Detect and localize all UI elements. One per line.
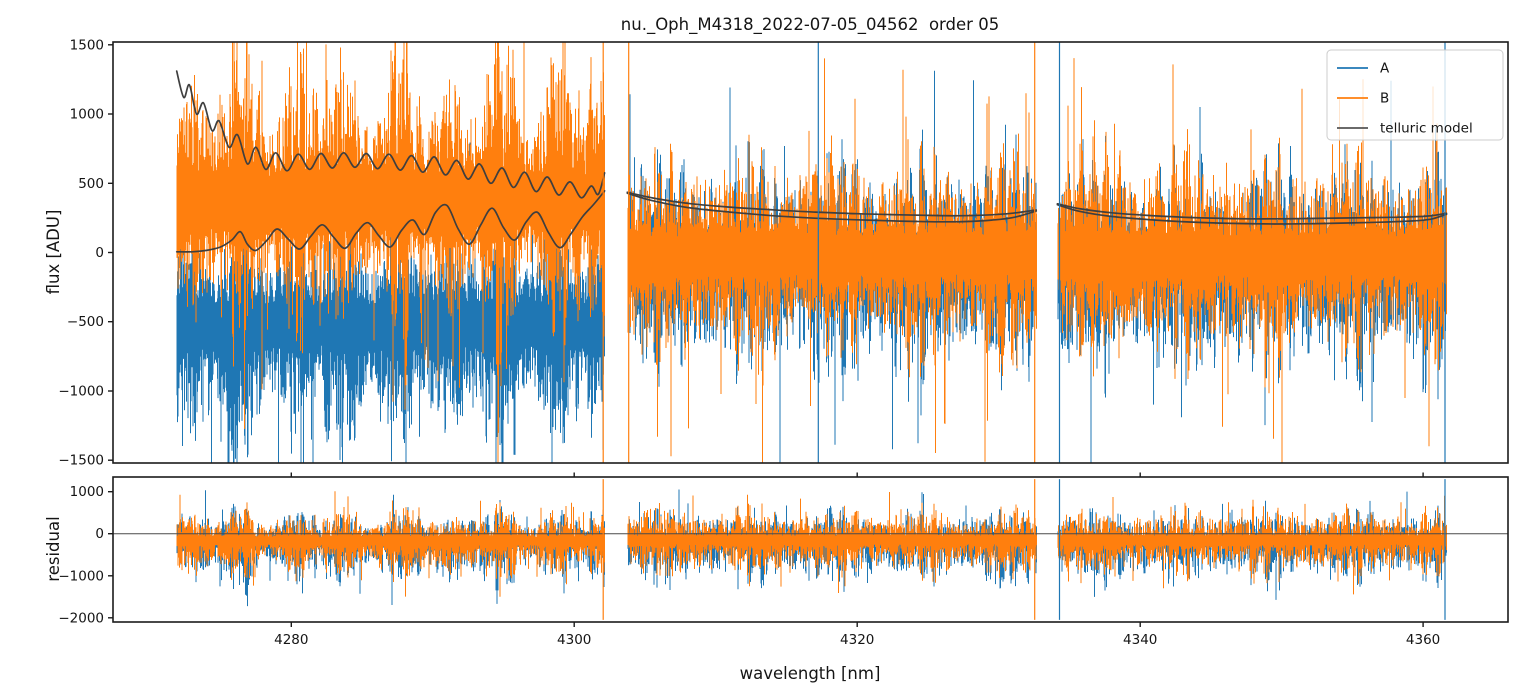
- x-tick-label: 4340: [1123, 632, 1157, 648]
- residual-y-tick-label: −1000: [58, 568, 104, 584]
- flux-y-tick-label: 1000: [70, 107, 104, 123]
- x-tick-label: 4320: [840, 632, 874, 648]
- flux-y-tick-label: 500: [78, 176, 104, 192]
- telluric-model-curve-lower-segment-1: [175, 190, 606, 253]
- legend-label-B: B: [1380, 91, 1389, 107]
- legend-label-telluric-model: telluric model: [1380, 121, 1473, 137]
- flux-y-tick-label: −1000: [58, 384, 104, 400]
- chart-title: nu._Oph_M4318_2022-07-05_04562 order 05: [621, 15, 999, 35]
- residual-panel: [113, 479, 1508, 620]
- telluric-model-curve-upper-segment-3: [1056, 202, 1448, 220]
- flux-series-B: [176, 42, 1447, 463]
- telluric-model-curve-upper-segment-2: [626, 191, 1038, 217]
- flux-y-tick-label: −1500: [58, 453, 104, 469]
- x-tick-label: 4280: [274, 632, 308, 648]
- x-tick-label: 4300: [557, 632, 591, 648]
- x-tick-label: 4360: [1406, 632, 1440, 648]
- flux-y-tick-label: 1500: [70, 37, 104, 53]
- flux-y-axis-label: flux [ADU]: [44, 210, 63, 295]
- residual-y-tick-label: 0: [95, 526, 104, 542]
- telluric-model-curve-lower-segment-3: [1056, 203, 1448, 225]
- legend: A B telluric model: [1326, 49, 1504, 141]
- legend-label-A: A: [1380, 61, 1390, 77]
- residual-series-B: [176, 491, 1447, 597]
- flux-y-tick-label: −500: [67, 314, 104, 330]
- flux-y-tick-label: 0: [95, 245, 104, 261]
- flux-panel: [175, 42, 1448, 463]
- legend-box: [1326, 49, 1504, 141]
- residual-y-axis-label: residual: [44, 516, 63, 581]
- residual-spines: [112, 476, 1509, 623]
- axes-layer: 1500 1000 500 0 −500 −1000 −1500 1000 0 −1000 −200…: [58, 37, 1509, 648]
- telluric-model-curve-lower-segment-2: [626, 192, 1038, 223]
- x-axis-label: wavelength [nm]: [740, 664, 881, 683]
- telluric-model-curve-upper-segment-1: [175, 70, 606, 199]
- residual-y-tick-label: 1000: [70, 484, 104, 500]
- residual-y-tick-label: −2000: [58, 610, 104, 626]
